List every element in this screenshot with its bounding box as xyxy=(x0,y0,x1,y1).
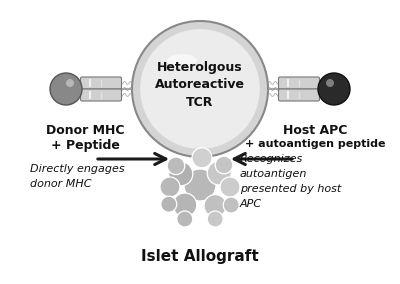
Circle shape xyxy=(326,79,334,87)
Circle shape xyxy=(318,73,350,105)
Circle shape xyxy=(215,156,233,174)
FancyBboxPatch shape xyxy=(80,89,122,101)
Text: presented by host: presented by host xyxy=(240,184,341,194)
Circle shape xyxy=(50,73,82,105)
Ellipse shape xyxy=(167,54,197,68)
Text: Host APC: Host APC xyxy=(283,124,347,137)
Circle shape xyxy=(167,157,185,175)
Text: donor MHC: donor MHC xyxy=(30,179,92,189)
Text: Heterolgous: Heterolgous xyxy=(157,60,243,74)
Text: Recognizes: Recognizes xyxy=(240,154,303,164)
Circle shape xyxy=(161,196,177,212)
Circle shape xyxy=(160,177,180,197)
Circle shape xyxy=(192,148,212,168)
Text: + autoantigen peptide: + autoantigen peptide xyxy=(245,139,385,149)
Circle shape xyxy=(220,177,240,197)
Circle shape xyxy=(184,169,216,201)
Text: APC: APC xyxy=(240,199,262,209)
Circle shape xyxy=(207,211,223,227)
Circle shape xyxy=(132,21,268,157)
Text: Islet Allograft: Islet Allograft xyxy=(141,249,259,264)
Circle shape xyxy=(173,193,197,217)
Circle shape xyxy=(204,195,226,217)
FancyBboxPatch shape xyxy=(80,77,122,89)
FancyBboxPatch shape xyxy=(278,89,320,101)
Circle shape xyxy=(169,162,193,186)
Text: TCR: TCR xyxy=(186,95,214,108)
Text: Autoreactive: Autoreactive xyxy=(155,78,245,91)
Text: Donor MHC: Donor MHC xyxy=(46,124,124,137)
Text: Directly engages: Directly engages xyxy=(30,164,125,174)
Circle shape xyxy=(66,79,74,87)
Text: autoantigen: autoantigen xyxy=(240,169,307,179)
Circle shape xyxy=(177,211,193,227)
Circle shape xyxy=(140,29,260,149)
Text: + Peptide: + Peptide xyxy=(50,139,120,152)
Circle shape xyxy=(207,161,231,185)
FancyBboxPatch shape xyxy=(278,77,320,89)
Circle shape xyxy=(223,197,239,213)
